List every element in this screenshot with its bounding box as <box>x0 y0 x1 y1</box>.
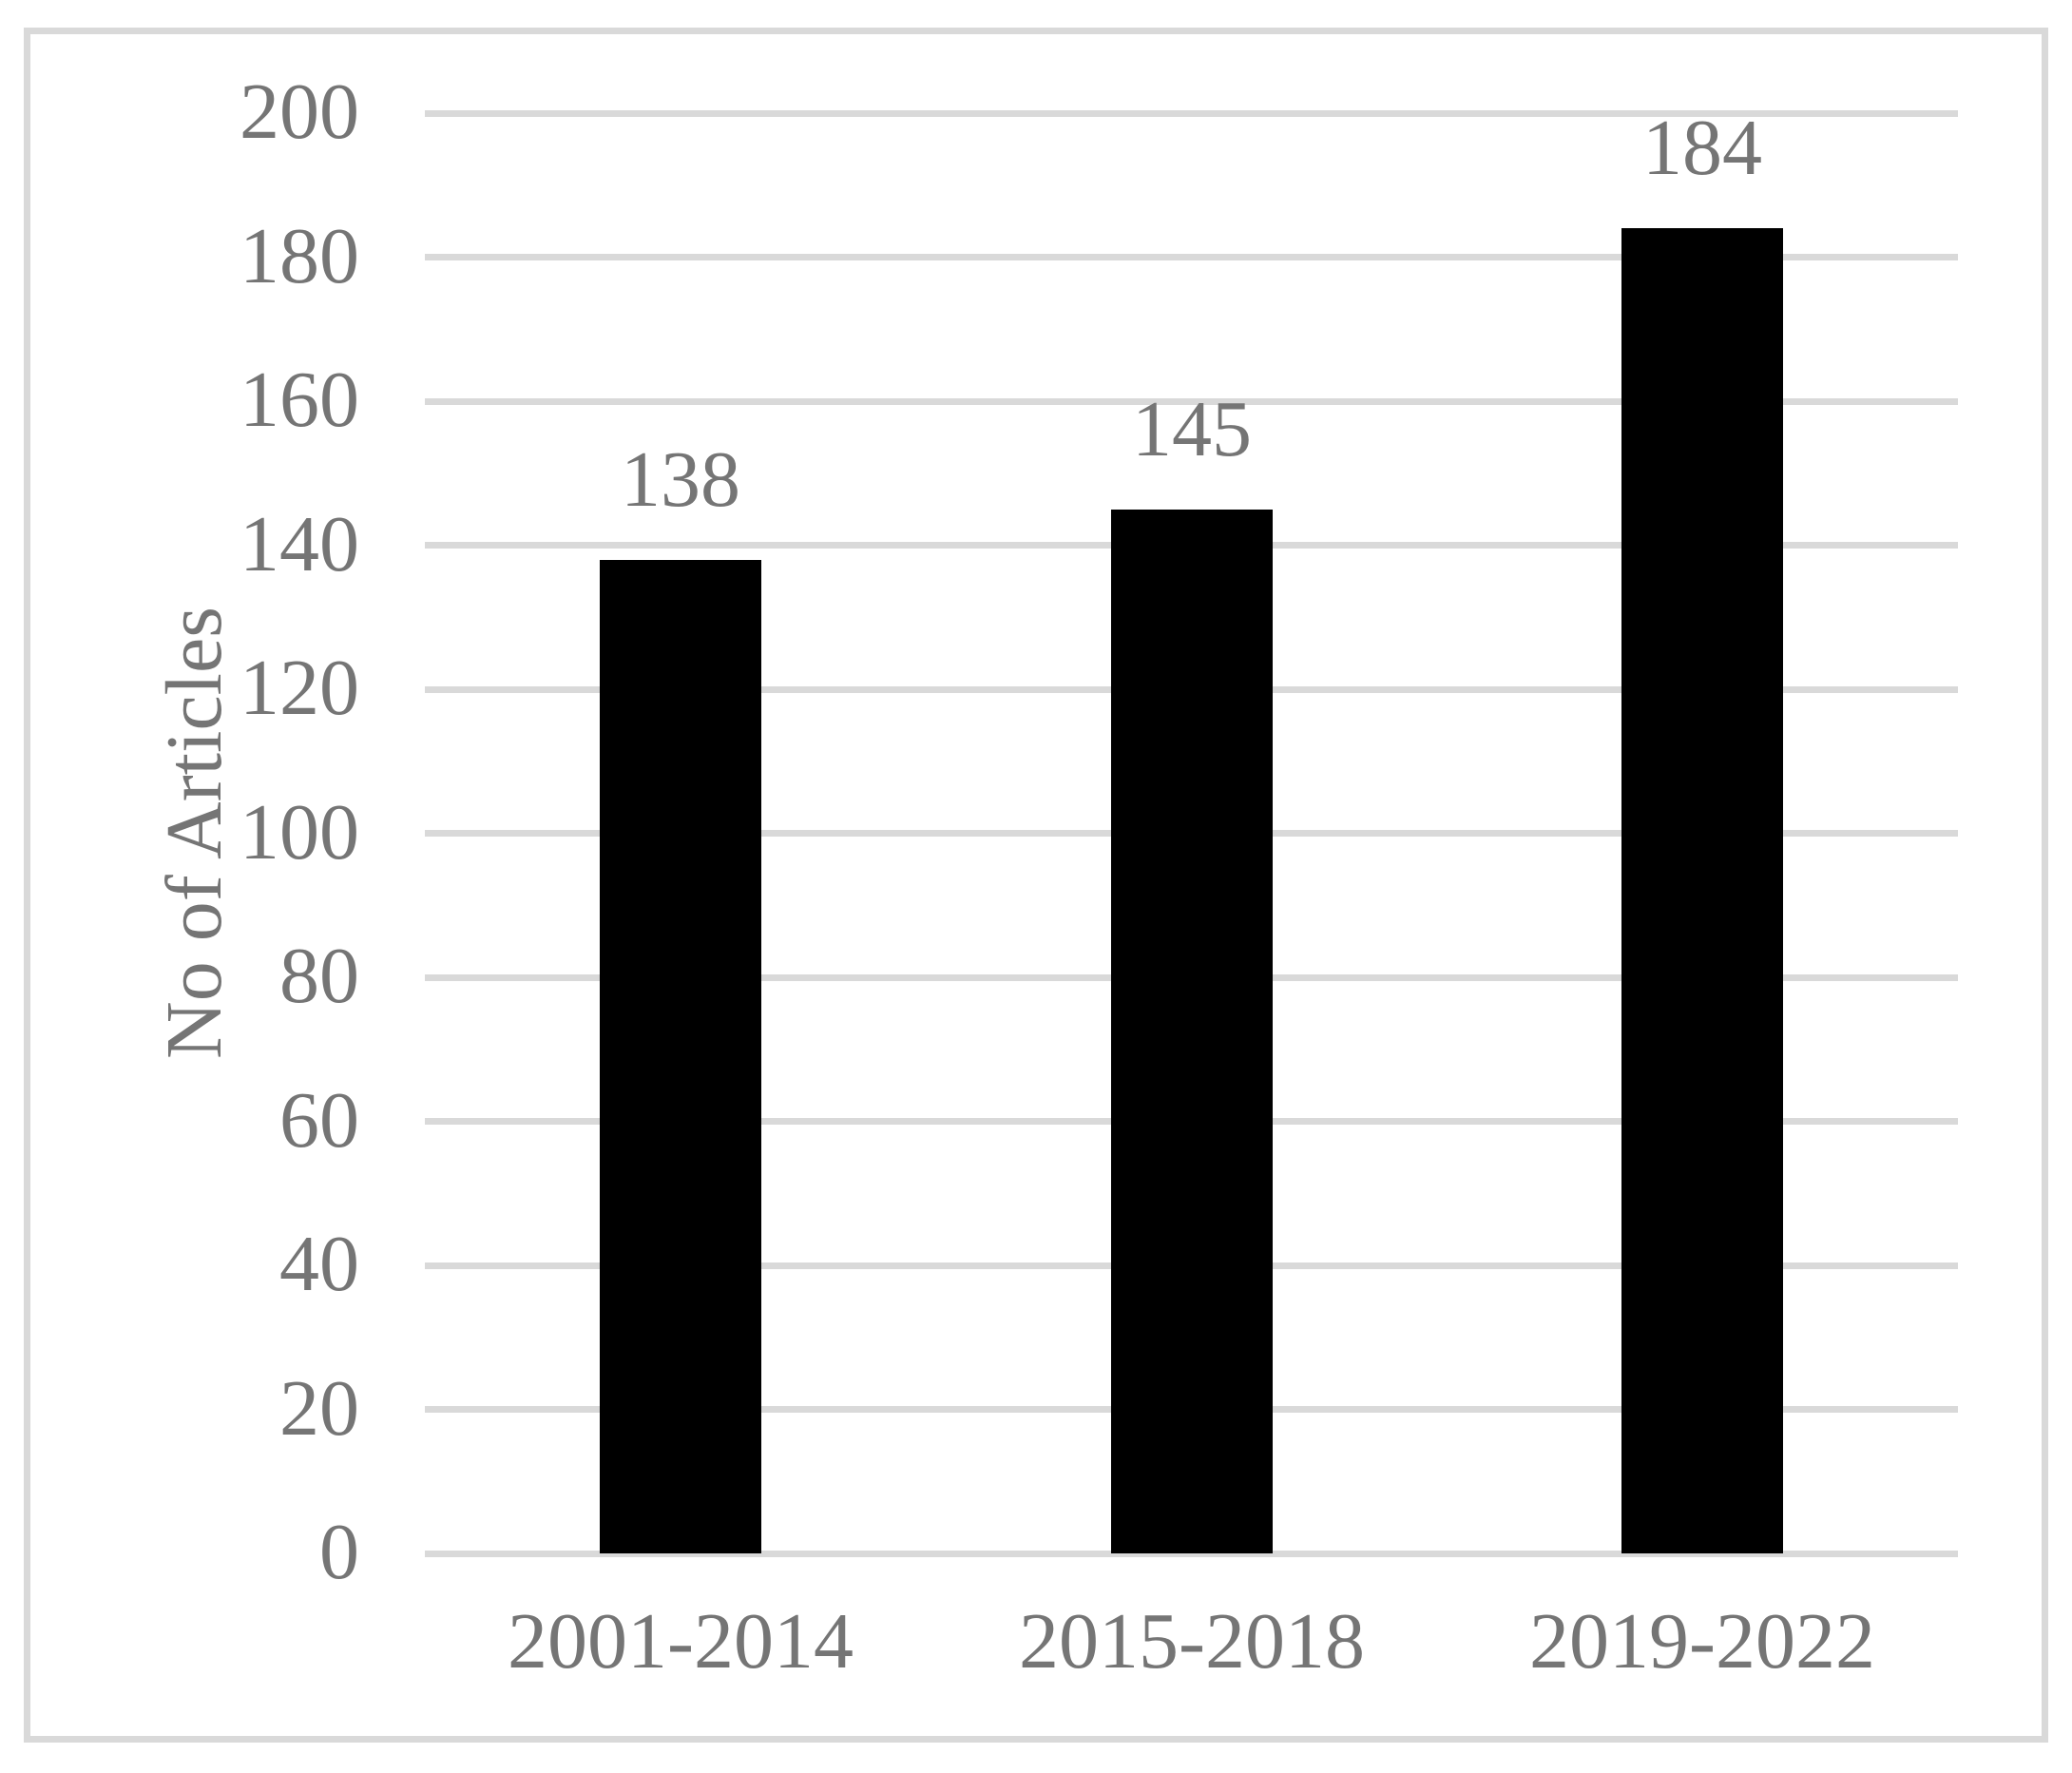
bar-data-label: 138 <box>621 435 740 524</box>
bar <box>1111 510 1273 1553</box>
y-tick-label: 180 <box>240 212 359 300</box>
y-tick-label: 200 <box>240 67 359 156</box>
y-tick-label: 160 <box>240 356 359 444</box>
bar <box>1621 228 1783 1553</box>
y-tick-label: 140 <box>240 500 359 588</box>
gridline <box>425 254 1958 260</box>
y-tick-label: 40 <box>279 1220 359 1308</box>
x-category-label: 2015-2018 <box>1019 1597 1365 1686</box>
gridline <box>425 110 1958 117</box>
x-category-label: 2001-2014 <box>508 1597 854 1686</box>
y-tick-label: 20 <box>279 1364 359 1453</box>
gridline <box>425 1551 1958 1557</box>
y-tick-label: 60 <box>279 1076 359 1165</box>
bar <box>600 560 761 1553</box>
y-tick-label: 0 <box>319 1508 359 1596</box>
x-category-label: 2019-2022 <box>1529 1597 1875 1686</box>
y-tick-label: 80 <box>279 932 359 1020</box>
y-tick-label: 100 <box>240 788 359 877</box>
chart-frame <box>24 28 2048 1743</box>
gridline <box>425 398 1958 405</box>
bar-data-label: 145 <box>1132 385 1252 473</box>
bar-data-label: 184 <box>1642 104 1762 192</box>
y-tick-label: 120 <box>240 644 359 732</box>
